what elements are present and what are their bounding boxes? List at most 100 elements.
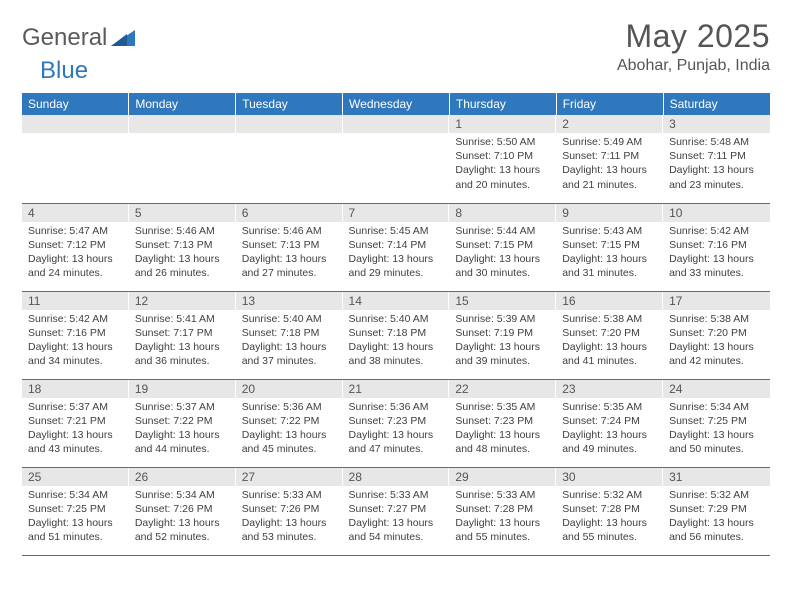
day-details: Sunrise: 5:38 AMSunset: 7:20 PMDaylight:… — [556, 310, 663, 373]
day-details: Sunrise: 5:46 AMSunset: 7:13 PMDaylight:… — [129, 222, 236, 285]
daylight-line: Daylight: 13 hours and 55 minutes. — [562, 516, 657, 544]
logo: General — [22, 24, 137, 52]
sunset-line: Sunset: 7:22 PM — [242, 414, 337, 428]
daylight-line: Daylight: 13 hours and 29 minutes. — [349, 252, 444, 280]
day-number: 6 — [236, 204, 343, 222]
daylight-line: Daylight: 13 hours and 27 minutes. — [242, 252, 337, 280]
sunrise-line: Sunrise: 5:46 AM — [242, 224, 337, 238]
calendar-cell: 19Sunrise: 5:37 AMSunset: 7:22 PMDayligh… — [129, 379, 236, 467]
sunrise-line: Sunrise: 5:35 AM — [455, 400, 550, 414]
sunset-line: Sunset: 7:11 PM — [669, 149, 764, 163]
sunset-line: Sunset: 7:21 PM — [28, 414, 123, 428]
day-details: Sunrise: 5:47 AMSunset: 7:12 PMDaylight:… — [22, 222, 129, 285]
calendar-cell: 31Sunrise: 5:32 AMSunset: 7:29 PMDayligh… — [663, 467, 770, 555]
daylight-line: Daylight: 13 hours and 34 minutes. — [28, 340, 123, 368]
day-number: 19 — [129, 380, 236, 398]
daylight-line: Daylight: 13 hours and 54 minutes. — [349, 516, 444, 544]
calendar-cell: 16Sunrise: 5:38 AMSunset: 7:20 PMDayligh… — [556, 291, 663, 379]
calendar-cell: 11Sunrise: 5:42 AMSunset: 7:16 PMDayligh… — [22, 291, 129, 379]
sunset-line: Sunset: 7:18 PM — [242, 326, 337, 340]
calendar-cell — [236, 115, 343, 203]
day-details: Sunrise: 5:36 AMSunset: 7:23 PMDaylight:… — [343, 398, 450, 461]
day-number: 13 — [236, 292, 343, 310]
day-header: Monday — [129, 93, 236, 115]
sunrise-line: Sunrise: 5:38 AM — [669, 312, 764, 326]
sunset-line: Sunset: 7:25 PM — [28, 502, 123, 516]
logo-text-general: General — [22, 24, 107, 52]
day-details: Sunrise: 5:34 AMSunset: 7:25 PMDaylight:… — [22, 486, 129, 549]
sunset-line: Sunset: 7:23 PM — [455, 414, 550, 428]
sunrise-line: Sunrise: 5:35 AM — [562, 400, 657, 414]
calendar-cell: 9Sunrise: 5:43 AMSunset: 7:15 PMDaylight… — [556, 203, 663, 291]
sunrise-line: Sunrise: 5:42 AM — [28, 312, 123, 326]
day-number: 28 — [343, 468, 450, 486]
calendar-cell: 6Sunrise: 5:46 AMSunset: 7:13 PMDaylight… — [236, 203, 343, 291]
daylight-line: Daylight: 13 hours and 48 minutes. — [455, 428, 550, 456]
sunrise-line: Sunrise: 5:32 AM — [562, 488, 657, 502]
day-details: Sunrise: 5:44 AMSunset: 7:15 PMDaylight:… — [449, 222, 556, 285]
daylight-line: Daylight: 13 hours and 44 minutes. — [135, 428, 230, 456]
sunset-line: Sunset: 7:28 PM — [455, 502, 550, 516]
daylight-line: Daylight: 13 hours and 52 minutes. — [135, 516, 230, 544]
sunset-line: Sunset: 7:26 PM — [135, 502, 230, 516]
calendar-cell: 26Sunrise: 5:34 AMSunset: 7:26 PMDayligh… — [129, 467, 236, 555]
sunrise-line: Sunrise: 5:32 AM — [669, 488, 764, 502]
calendar-cell: 8Sunrise: 5:44 AMSunset: 7:15 PMDaylight… — [449, 203, 556, 291]
sunrise-line: Sunrise: 5:37 AM — [135, 400, 230, 414]
sunset-line: Sunset: 7:25 PM — [669, 414, 764, 428]
logo-text-blue: Blue — [40, 57, 88, 85]
day-details: Sunrise: 5:34 AMSunset: 7:25 PMDaylight:… — [663, 398, 770, 461]
day-number: 15 — [449, 292, 556, 310]
sunrise-line: Sunrise: 5:37 AM — [28, 400, 123, 414]
sunset-line: Sunset: 7:20 PM — [669, 326, 764, 340]
page-title: May 2025 — [617, 18, 770, 55]
sunrise-line: Sunrise: 5:42 AM — [669, 224, 764, 238]
day-details: Sunrise: 5:42 AMSunset: 7:16 PMDaylight:… — [22, 310, 129, 373]
sunset-line: Sunset: 7:28 PM — [562, 502, 657, 516]
calendar-cell: 23Sunrise: 5:35 AMSunset: 7:24 PMDayligh… — [556, 379, 663, 467]
sunrise-line: Sunrise: 5:44 AM — [455, 224, 550, 238]
day-details: Sunrise: 5:36 AMSunset: 7:22 PMDaylight:… — [236, 398, 343, 461]
calendar-cell: 21Sunrise: 5:36 AMSunset: 7:23 PMDayligh… — [343, 379, 450, 467]
daylight-line: Daylight: 13 hours and 24 minutes. — [28, 252, 123, 280]
daylight-line: Daylight: 13 hours and 21 minutes. — [562, 163, 657, 191]
day-header: Sunday — [22, 93, 129, 115]
day-details: Sunrise: 5:33 AMSunset: 7:27 PMDaylight:… — [343, 486, 450, 549]
calendar-cell: 17Sunrise: 5:38 AMSunset: 7:20 PMDayligh… — [663, 291, 770, 379]
calendar-cell: 10Sunrise: 5:42 AMSunset: 7:16 PMDayligh… — [663, 203, 770, 291]
sunrise-line: Sunrise: 5:34 AM — [135, 488, 230, 502]
daylight-line: Daylight: 13 hours and 43 minutes. — [28, 428, 123, 456]
calendar-week-row: 25Sunrise: 5:34 AMSunset: 7:25 PMDayligh… — [22, 467, 770, 555]
day-header: Tuesday — [236, 93, 343, 115]
day-number: 8 — [449, 204, 556, 222]
title-block: May 2025 Abohar, Punjab, India — [617, 18, 770, 75]
day-header: Friday — [556, 93, 663, 115]
daylight-line: Daylight: 13 hours and 51 minutes. — [28, 516, 123, 544]
day-header: Saturday — [663, 93, 770, 115]
sunset-line: Sunset: 7:15 PM — [455, 238, 550, 252]
sunrise-line: Sunrise: 5:34 AM — [669, 400, 764, 414]
calendar-cell: 1Sunrise: 5:50 AMSunset: 7:10 PMDaylight… — [449, 115, 556, 203]
day-details: Sunrise: 5:45 AMSunset: 7:14 PMDaylight:… — [343, 222, 450, 285]
sunrise-line: Sunrise: 5:39 AM — [455, 312, 550, 326]
day-number: 29 — [449, 468, 556, 486]
sunset-line: Sunset: 7:18 PM — [349, 326, 444, 340]
day-number: 3 — [663, 115, 770, 133]
sunrise-line: Sunrise: 5:38 AM — [562, 312, 657, 326]
sunset-line: Sunset: 7:29 PM — [669, 502, 764, 516]
day-number: 17 — [663, 292, 770, 310]
calendar-cell: 18Sunrise: 5:37 AMSunset: 7:21 PMDayligh… — [22, 379, 129, 467]
day-details: Sunrise: 5:37 AMSunset: 7:22 PMDaylight:… — [129, 398, 236, 461]
day-details: Sunrise: 5:50 AMSunset: 7:10 PMDaylight:… — [449, 133, 556, 196]
day-number: 1 — [449, 115, 556, 133]
calendar-body: 1Sunrise: 5:50 AMSunset: 7:10 PMDaylight… — [22, 115, 770, 555]
sunset-line: Sunset: 7:19 PM — [455, 326, 550, 340]
calendar-cell: 13Sunrise: 5:40 AMSunset: 7:18 PMDayligh… — [236, 291, 343, 379]
daylight-line: Daylight: 13 hours and 37 minutes. — [242, 340, 337, 368]
day-number: 12 — [129, 292, 236, 310]
calendar-week-row: 11Sunrise: 5:42 AMSunset: 7:16 PMDayligh… — [22, 291, 770, 379]
logo-triangle-icon — [111, 26, 135, 51]
sunset-line: Sunset: 7:20 PM — [562, 326, 657, 340]
calendar-cell: 20Sunrise: 5:36 AMSunset: 7:22 PMDayligh… — [236, 379, 343, 467]
day-number: 16 — [556, 292, 663, 310]
